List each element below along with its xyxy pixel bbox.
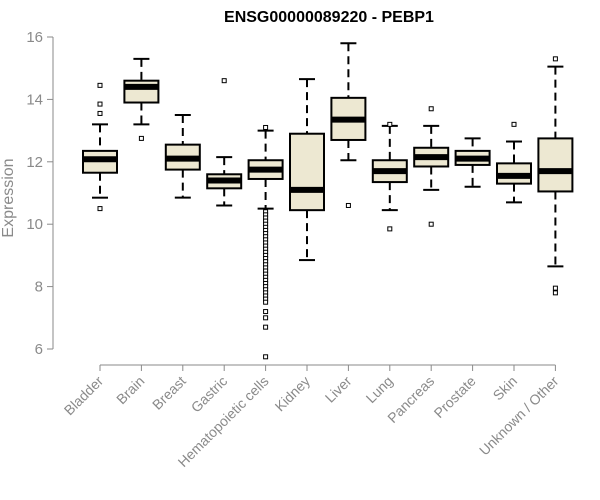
outlier-point (263, 124, 269, 130)
x-tick-label: Skin (490, 373, 521, 404)
boxes-group (82, 42, 574, 360)
x-tick-label: Liver (322, 373, 355, 406)
chart-title: ENSG00000089220 - PEBP1 (224, 9, 434, 26)
box (289, 132, 325, 212)
outlier-point (263, 315, 269, 321)
x-tick-label: Breast (149, 373, 189, 413)
x-tick-label: Lung (363, 373, 396, 406)
y-axis-label: Expression (0, 158, 17, 237)
box-group (206, 78, 243, 207)
x-tick-label: Kidney (272, 373, 314, 415)
y-tick-label: 14 (26, 91, 43, 108)
outlier-point (428, 106, 434, 112)
y-tick-label: 10 (26, 216, 43, 233)
box-group (164, 114, 201, 199)
outlier-point (97, 110, 103, 116)
x-tick-label: Brain (113, 373, 147, 407)
y-tick-label: 8 (35, 279, 43, 296)
x-tick-label: Bladder (61, 373, 107, 419)
box-group (371, 121, 408, 232)
outlier-point (387, 121, 393, 127)
outlier-point (263, 324, 269, 330)
outlier-point (552, 290, 558, 296)
outlier-point (387, 226, 393, 232)
y-tick-label: 12 (26, 154, 43, 171)
box-group (289, 78, 325, 262)
box-group (330, 42, 367, 208)
outlier-point (138, 135, 144, 141)
outlier-point (97, 101, 103, 107)
y-tick-label: 6 (35, 341, 43, 358)
outlier-point (263, 299, 269, 305)
outlier-point (552, 285, 558, 291)
box-group (413, 106, 450, 227)
x-tick-label: Unknown / Other (476, 373, 562, 459)
box-group (537, 56, 574, 296)
y-axis: 6 8 10 12 14 16 (26, 29, 54, 358)
box (537, 137, 574, 193)
outlier-point (263, 354, 269, 360)
outlier-point (552, 56, 558, 62)
x-tick-label: Prostate (431, 373, 479, 421)
outlier-point (263, 309, 269, 315)
box-group (123, 57, 160, 141)
box-group (496, 121, 532, 204)
box-group (247, 124, 284, 360)
outlier-point (97, 82, 103, 88)
y-tick-label: 16 (26, 29, 43, 46)
outlier-point (97, 206, 103, 212)
box-group (454, 137, 491, 188)
outlier-point (511, 121, 517, 127)
outlier-point (428, 221, 434, 227)
outlier-point (221, 78, 227, 84)
box-group (82, 82, 118, 212)
outlier-point (345, 202, 351, 208)
